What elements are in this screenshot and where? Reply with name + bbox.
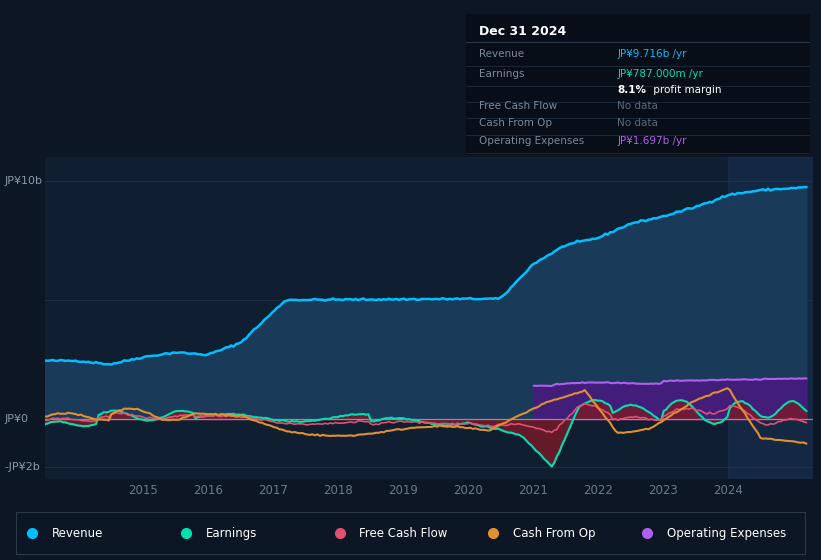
Text: Revenue: Revenue — [479, 49, 525, 58]
Text: Cash From Op: Cash From Op — [479, 118, 553, 128]
Text: JP¥0: JP¥0 — [4, 414, 28, 424]
Text: Operating Expenses: Operating Expenses — [479, 136, 585, 146]
Text: JP¥9.716b /yr: JP¥9.716b /yr — [617, 49, 686, 58]
Text: No data: No data — [617, 118, 658, 128]
Text: JP¥10b: JP¥10b — [4, 176, 42, 186]
Bar — [728, 157, 813, 479]
Text: Free Cash Flow: Free Cash Flow — [479, 101, 557, 111]
Text: Free Cash Flow: Free Cash Flow — [360, 527, 447, 540]
Text: Earnings: Earnings — [479, 69, 525, 79]
Text: JP¥787.000m /yr: JP¥787.000m /yr — [617, 69, 703, 79]
Text: Cash From Op: Cash From Op — [513, 527, 595, 540]
Text: profit margin: profit margin — [650, 85, 722, 95]
Text: 8.1%: 8.1% — [617, 85, 646, 95]
Text: -JP¥2b: -JP¥2b — [4, 462, 40, 472]
Text: Earnings: Earnings — [205, 527, 257, 540]
Text: Revenue: Revenue — [52, 527, 103, 540]
Text: No data: No data — [617, 101, 658, 111]
Text: Operating Expenses: Operating Expenses — [667, 527, 786, 540]
Text: Dec 31 2024: Dec 31 2024 — [479, 25, 566, 38]
Text: JP¥1.697b /yr: JP¥1.697b /yr — [617, 136, 686, 146]
